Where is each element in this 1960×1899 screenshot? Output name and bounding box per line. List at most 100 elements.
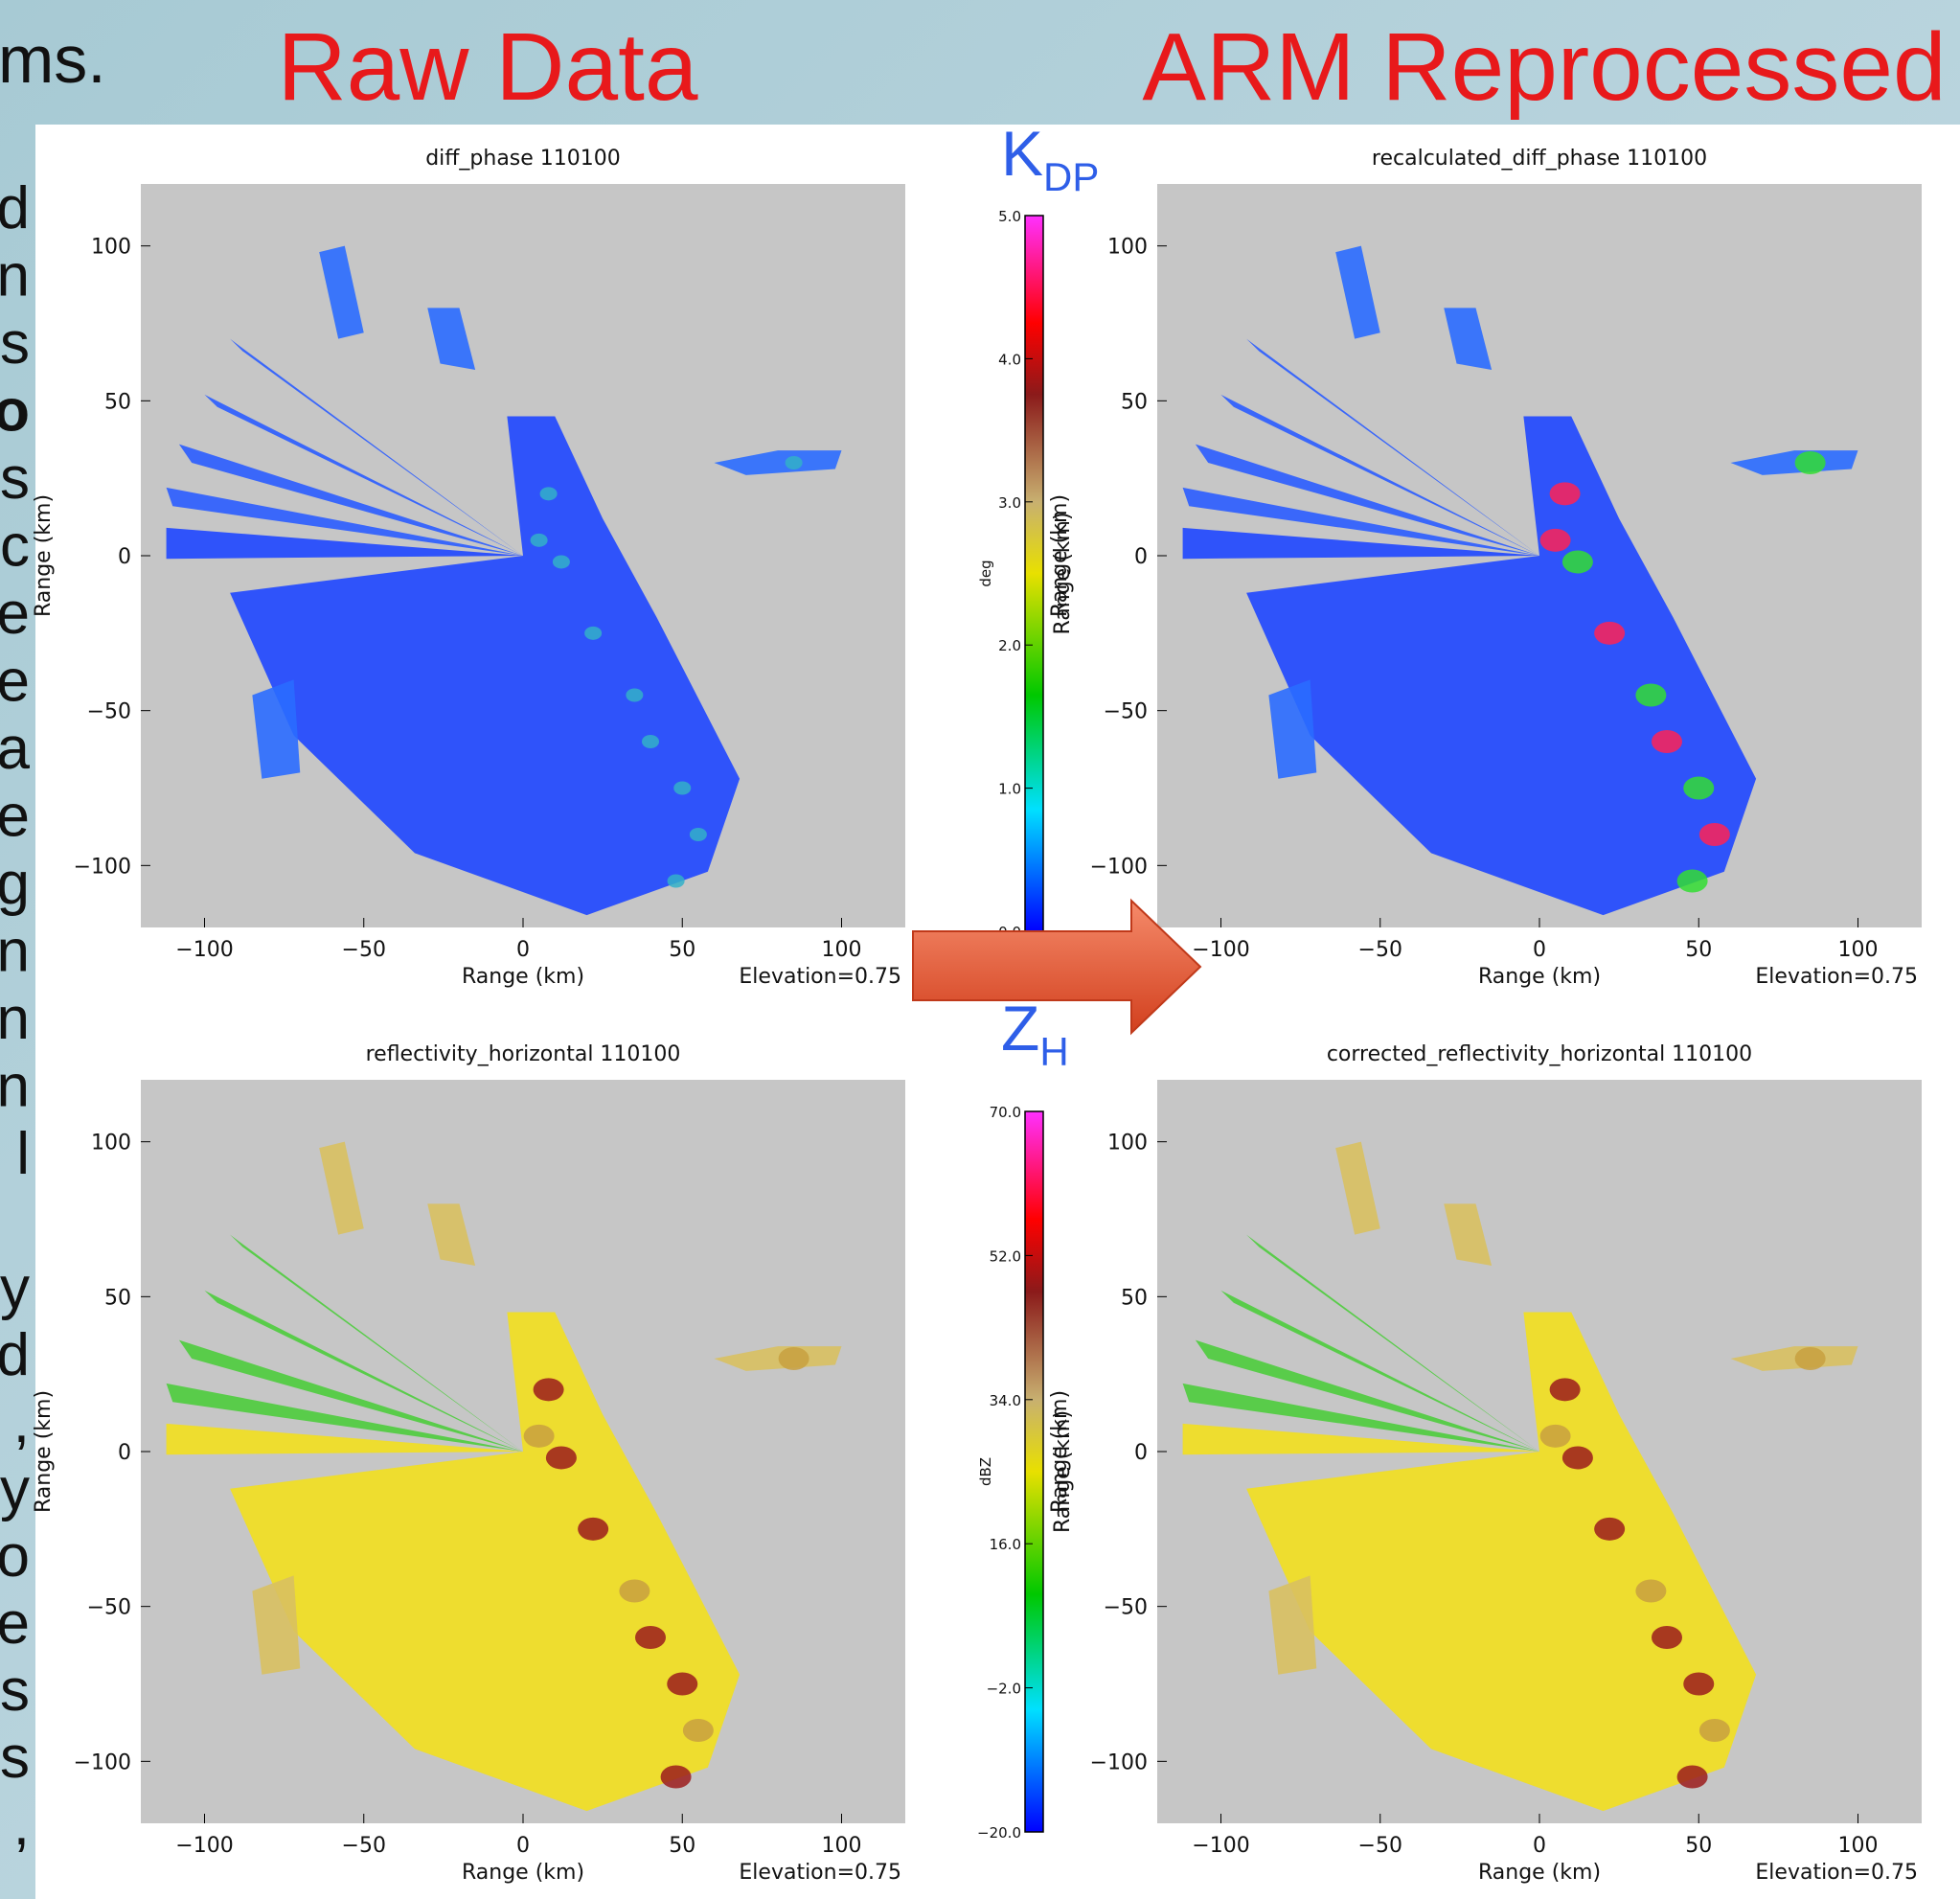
x-axis-label: Range (km) — [462, 1861, 584, 1885]
y-tick-label: 100 — [91, 236, 131, 260]
colorbar-tick-label: 52.0 — [990, 1247, 1021, 1265]
colorbar-tick-label: −2.0 — [987, 1681, 1021, 1698]
side-text: d — [0, 1322, 30, 1388]
radar-echo-core — [1683, 777, 1714, 800]
panel-title: reflectivity_horizontal 110100 — [366, 1042, 681, 1066]
y-tick-label: −100 — [1090, 855, 1148, 879]
x-tick-label: 0 — [1533, 938, 1546, 962]
side-text: o — [0, 378, 30, 445]
x-tick-label: 0 — [516, 938, 530, 962]
x-tick-label: −100 — [1192, 938, 1249, 962]
radar-echo-core — [1594, 622, 1625, 645]
y-tick-label: −50 — [1104, 700, 1148, 724]
radar-echo-core — [553, 555, 570, 568]
radar-echo-core — [1635, 684, 1666, 707]
x-axis-label: Range (km) — [1478, 965, 1601, 989]
side-text: a — [0, 716, 31, 782]
radar-echo-core — [786, 456, 803, 469]
side-text: e — [0, 1590, 30, 1657]
y-tick-label: 50 — [1121, 1286, 1148, 1310]
side-text: c — [0, 514, 30, 580]
x-axis-label: Range (km) — [1478, 1861, 1601, 1885]
radar-echo-core — [1635, 1580, 1666, 1603]
symbol: K — [1001, 118, 1043, 189]
side-text: n — [0, 243, 30, 309]
subscript: DP — [1043, 154, 1099, 199]
radar-echo-core — [1562, 1446, 1593, 1469]
y-tick-label: −100 — [1090, 1750, 1148, 1774]
x-tick-label: 100 — [1838, 938, 1879, 962]
colorbar — [1025, 1111, 1043, 1832]
note: Elevation=0.75 — [739, 965, 901, 989]
x-tick-label: 100 — [822, 1834, 862, 1858]
radar-echo-core — [1677, 870, 1708, 893]
slide: ms.dnsosceeaegnnnlyd,yoess,Raw DataARM R… — [0, 0, 1960, 1899]
x-tick-label: 100 — [822, 938, 862, 962]
radar-echo-core — [626, 689, 643, 702]
radar-echo-core — [546, 1446, 577, 1469]
y-tick-label: −50 — [87, 1596, 131, 1620]
radar-echo-core — [683, 1719, 714, 1742]
side-text: y — [0, 1255, 30, 1321]
radar-echo-core — [668, 875, 685, 888]
y-tick-label: 50 — [1121, 390, 1148, 414]
colorbar-tick-label: 2.0 — [998, 637, 1021, 654]
x-tick-label: 0 — [1533, 1834, 1546, 1858]
y-tick-label: 0 — [1134, 1441, 1148, 1465]
colorbar-unit: deg — [977, 560, 994, 586]
side-text: n — [0, 1054, 30, 1120]
x-tick-label: −100 — [175, 1834, 233, 1858]
side-text: l — [16, 1121, 30, 1187]
panel-title: corrected_reflectivity_horizontal 110100 — [1327, 1042, 1752, 1066]
y-tick-label: −50 — [87, 700, 131, 724]
y-tick-label: 50 — [104, 390, 131, 414]
side-text: s — [0, 446, 30, 512]
side-text: s — [0, 310, 30, 377]
radar-echo-core — [1683, 1673, 1714, 1696]
colorbar-tick-label: −20.0 — [977, 1824, 1021, 1842]
radar-echo-core — [584, 627, 602, 640]
colorbar-tick-label: 4.0 — [998, 351, 1021, 368]
side-text: , — [13, 1792, 30, 1858]
x-tick-label: −100 — [175, 938, 233, 962]
y-tick-label: −100 — [74, 1750, 131, 1774]
colorbar-axis-label: Range (km) — [1051, 1410, 1075, 1533]
colorbar-tick-label: 3.0 — [998, 494, 1021, 512]
y-tick-label: 50 — [104, 1286, 131, 1310]
heading: ARM Reprocessed — [1142, 13, 1946, 121]
radar-echo-core — [619, 1580, 650, 1603]
x-tick-label: 100 — [1838, 1834, 1879, 1858]
panel-title: diff_phase 110100 — [425, 147, 621, 171]
radar-echo-core — [1550, 482, 1581, 505]
radar-echo-core — [540, 487, 558, 500]
colorbar-tick-label: 16.0 — [990, 1536, 1021, 1553]
page: { "slide": { "title_fragment": "ms.", "l… — [0, 0, 1960, 1899]
x-tick-label: 50 — [669, 938, 695, 962]
y-tick-label: 100 — [1107, 236, 1148, 260]
y-axis-label: Range (km) — [32, 494, 56, 617]
y-tick-label: −100 — [74, 855, 131, 879]
side-text: e — [0, 581, 30, 647]
side-text: e — [0, 784, 30, 850]
radar-echo-core — [534, 1378, 564, 1401]
y-tick-label: 0 — [118, 1441, 131, 1465]
x-tick-label: −50 — [342, 1834, 386, 1858]
x-tick-label: 50 — [1685, 1834, 1712, 1858]
colorbar-tick-label: 1.0 — [998, 781, 1021, 798]
colorbar-unit: dBZ — [977, 1457, 994, 1486]
radar-echo-core — [1594, 1518, 1625, 1541]
radar-echo-core — [578, 1518, 608, 1541]
y-tick-label: −50 — [1104, 1596, 1148, 1620]
side-text: e — [0, 649, 30, 715]
radar-echo-core — [1652, 1626, 1682, 1649]
slide-title-fragment: ms. — [0, 22, 106, 97]
heading: Raw Data — [277, 13, 697, 121]
radar-echo-core — [673, 782, 691, 795]
y-tick-label: 0 — [1134, 545, 1148, 569]
radar-echo-core — [1540, 1425, 1571, 1448]
side-text: s — [0, 1725, 30, 1791]
radar-echo-core — [667, 1673, 697, 1696]
radar-echo-core — [1550, 1378, 1581, 1401]
x-tick-label: −50 — [342, 938, 386, 962]
x-axis-label: Range (km) — [462, 965, 584, 989]
